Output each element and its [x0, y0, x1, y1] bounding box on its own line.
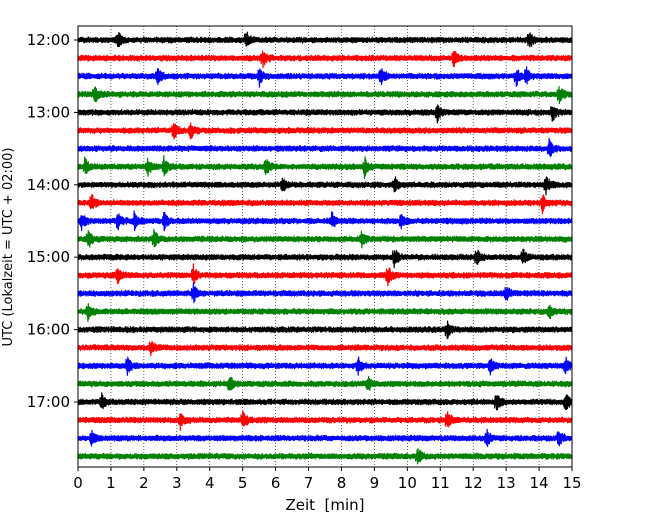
- y-tick-label: 16:00: [27, 321, 70, 339]
- y-tick-label: 14:00: [27, 176, 70, 194]
- y-axis-ticks: 12:00 13:00 14:00 15:00 16:00 17:00: [27, 31, 78, 411]
- x-tick-label: 1: [106, 474, 116, 492]
- y-tick-label: 15:00: [27, 248, 70, 266]
- x-tick-label: 10: [398, 474, 417, 492]
- x-axis-label: Zeit [min]: [285, 496, 364, 514]
- x-tick-label: 0: [73, 474, 83, 492]
- x-tick-label: 15: [562, 474, 581, 492]
- x-tick-label: 11: [431, 474, 450, 492]
- x-tick-label: 4: [205, 474, 215, 492]
- trace-1400: [77, 176, 573, 196]
- x-tick-label: 7: [304, 474, 314, 492]
- x-tick-label: 3: [172, 474, 182, 492]
- y-tick-label: 13:00: [27, 103, 70, 121]
- x-tick-label: 5: [238, 474, 248, 492]
- trace-1330: [77, 137, 573, 157]
- trace-1300: [77, 104, 573, 124]
- plot-frame: [77, 25, 573, 468]
- y-tick-label: 17:00: [27, 393, 70, 411]
- x-axis-ticks: 0 1 2 3 4 5 6 7 8 9 10 11 12 13 14 15: [73, 467, 582, 492]
- trace-1715: [77, 410, 573, 431]
- trace-1445: [77, 228, 573, 249]
- x-tick-label: 6: [271, 474, 281, 492]
- trace-1215: [77, 50, 573, 69]
- trace-1315: [77, 122, 573, 140]
- trace-1230: [77, 66, 573, 88]
- trace-1530: [77, 282, 573, 304]
- trace-1745: [77, 448, 573, 465]
- trace-1700: [77, 392, 573, 411]
- y-axis-label: UTC (Lokalzeit = UTC + 02:00): [1, 148, 16, 347]
- trace-1545: [77, 303, 573, 322]
- x-tick-label: 12: [464, 474, 483, 492]
- trace-1245: [77, 86, 573, 105]
- x-tick-label: 8: [337, 474, 347, 492]
- x-tick-label: 13: [497, 474, 516, 492]
- trace-1515: [77, 263, 573, 287]
- trace-1730: [77, 428, 573, 448]
- trace-1615: [77, 341, 573, 357]
- x-tick-label: 2: [139, 474, 149, 492]
- trace-1500: [77, 248, 573, 269]
- y-tick-label: 12:00: [27, 31, 70, 49]
- x-tick-label: 14: [530, 474, 549, 492]
- trace-1415: [77, 194, 573, 215]
- trace-1630: [77, 356, 573, 376]
- traces: [77, 31, 573, 465]
- trace-1600: [77, 320, 573, 340]
- trace-1200: [77, 31, 573, 48]
- trace-1345: [77, 155, 573, 180]
- trace-1430: [77, 210, 573, 232]
- x-tick-label: 9: [370, 474, 380, 492]
- trace-1645: [77, 375, 573, 391]
